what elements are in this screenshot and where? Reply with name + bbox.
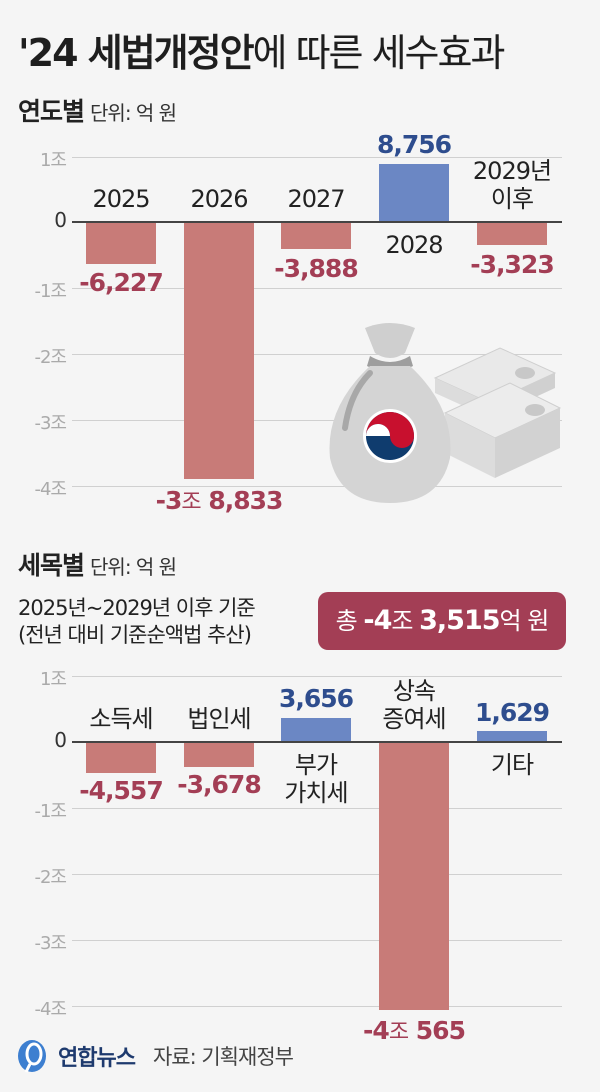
bar-corporate-tax <box>184 743 254 767</box>
gridline <box>72 288 562 289</box>
value-major: -4 <box>363 1016 390 1045</box>
category-label: 2025 <box>92 185 150 213</box>
value-label: -3,323 <box>470 250 554 279</box>
bar-income-tax <box>86 743 156 773</box>
section-yearly-heading: 연도별 단위: 억 원 <box>18 92 177 128</box>
total-badge: 총 -4조 3,515억 원 <box>318 592 566 650</box>
bar-vat <box>281 718 351 742</box>
yonhap-logo-text: 연합뉴스 <box>58 1046 136 1071</box>
y-tick: 0 <box>54 208 67 232</box>
section-category-heading: 세목별 단위: 억 원 <box>18 546 177 582</box>
bar-2028 <box>379 164 449 222</box>
bar-other <box>477 731 547 742</box>
total-major: -4 <box>363 605 392 636</box>
gridline <box>72 676 562 677</box>
bar-2026 <box>184 223 254 479</box>
zero-line <box>72 741 562 743</box>
value-label: 1,629 <box>474 698 550 727</box>
y-tick: 1조 <box>39 150 67 171</box>
y-tick: -4조 <box>34 479 67 500</box>
section-category-title: 세목별 <box>18 551 85 580</box>
yonhap-logo-icon <box>18 1040 46 1073</box>
gridline <box>72 874 562 875</box>
bar-inheritance-gift-tax <box>379 743 449 1010</box>
title-light: 에 따른 세수효과 <box>252 31 506 75</box>
section-yearly-title: 연도별 <box>18 97 85 126</box>
bar-2029-after <box>477 223 547 245</box>
category-label: 가치세 <box>284 779 348 807</box>
cash-stack-icon <box>433 347 562 478</box>
basis-note-line1: 2025년~2029년 이후 기준 <box>18 596 256 620</box>
y-tick: -1조 <box>34 801 67 822</box>
gridline <box>72 354 562 355</box>
y-tick: 1조 <box>39 669 67 690</box>
category-label: 상속 <box>392 677 436 705</box>
zero-line <box>72 221 562 223</box>
gridline <box>72 808 562 809</box>
y-tick: -3조 <box>34 933 67 954</box>
y-tick: -3조 <box>34 413 67 434</box>
bar-2027 <box>281 223 351 249</box>
gridline <box>72 420 562 421</box>
value-label: 8,756 <box>376 130 452 159</box>
y-tick: -2조 <box>34 347 67 368</box>
value-label: -4,557 <box>79 776 163 805</box>
total-minor: 3,515 <box>419 605 500 636</box>
category-label: 증여세 <box>382 705 446 733</box>
gridline <box>72 1006 562 1007</box>
source-label: 자료: 기획재정부 <box>152 1045 294 1069</box>
category-label: 법인세 <box>187 705 251 733</box>
value-minor: 8,833 <box>208 486 283 515</box>
y-tick: -1조 <box>34 281 67 302</box>
category-label: 부가 <box>294 751 338 779</box>
value-unit: 조 <box>181 490 201 515</box>
basis-note-line2: (전년 대비 기준순액법 추산) <box>18 623 252 647</box>
category-label: 소득세 <box>89 705 153 733</box>
total-major-unit: 조 <box>391 607 413 635</box>
value-label: -3조 8,833 <box>149 484 289 516</box>
total-prefix: 총 <box>335 607 358 635</box>
gridline <box>72 486 562 487</box>
category-label: 2029년 <box>472 157 552 185</box>
value-unit: 조 <box>388 1020 409 1045</box>
category-label: 2028 <box>385 231 443 259</box>
unit-label: 단위: 억 원 <box>90 555 177 579</box>
category-label: 2026 <box>190 185 248 213</box>
footer: 연합뉴스 자료: 기획재정부 <box>16 1038 294 1074</box>
value-label: -3,678 <box>177 770 261 799</box>
y-tick: 0 <box>54 728 67 752</box>
government-emblem-icon <box>363 409 417 463</box>
gridline <box>72 157 562 158</box>
total-suffix: 억 원 <box>499 607 550 635</box>
title-bold: '24 세법개정안 <box>18 31 255 75</box>
money-bag-icon <box>329 323 562 503</box>
value-major: -3 <box>155 486 183 515</box>
y-tick: -2조 <box>34 867 67 888</box>
value-minor: 565 <box>415 1016 466 1045</box>
category-label: 기타 <box>490 751 534 779</box>
page-title: '24 세법개정안에 따른 세수효과 <box>18 22 506 77</box>
value-label: 3,656 <box>278 684 354 713</box>
value-label: -3,888 <box>274 254 358 283</box>
y-tick: -4조 <box>34 999 67 1020</box>
value-label: -4조 565 <box>344 1014 484 1046</box>
bar-2025 <box>86 223 156 264</box>
gridline <box>72 940 562 941</box>
value-label: -6,227 <box>79 268 163 297</box>
category-label: 2027 <box>287 185 345 213</box>
unit-label: 단위: 억 원 <box>90 101 177 125</box>
basis-note: 2025년~2029년 이후 기준 (전년 대비 기준순액법 추산) <box>18 595 256 649</box>
category-label: 이후 <box>490 185 534 213</box>
